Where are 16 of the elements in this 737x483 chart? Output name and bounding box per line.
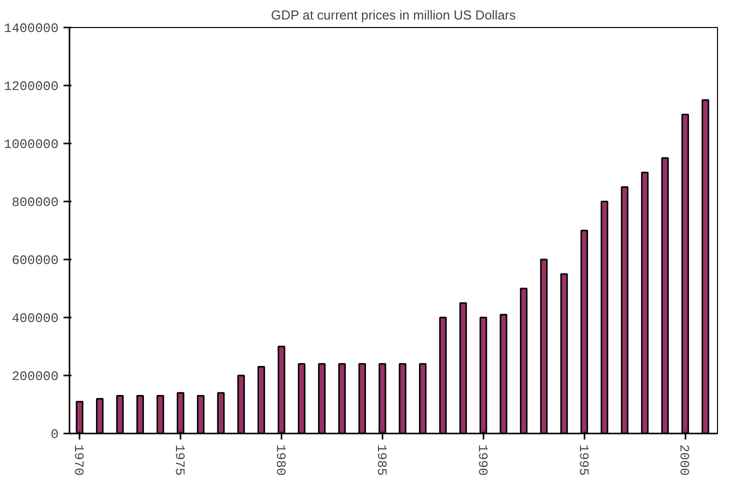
x-tick-label: 1985 [374,444,389,476]
y-tick-label: 0 [50,427,59,442]
x-tick-label: 1995 [576,444,591,476]
x-tick-label: 2000 [676,444,692,476]
x-tick-label: 1970 [71,444,86,476]
x-tick-label: 1975 [172,444,188,476]
y-tick-label: 200000 [12,369,59,384]
y-tick-label: 1200000 [4,79,58,94]
x-tick-label: 1980 [272,444,288,476]
y-tick-label: 400000 [12,311,59,326]
y-tick-label: 800000 [12,195,59,210]
chart-title: GDP at current prices in million US Dollars [271,8,516,22]
y-tick-label: 1400000 [4,21,58,36]
y-tick-label: 1000000 [4,137,58,152]
x-tick-label: 1990 [474,444,490,476]
y-tick-label: 600000 [12,253,59,268]
